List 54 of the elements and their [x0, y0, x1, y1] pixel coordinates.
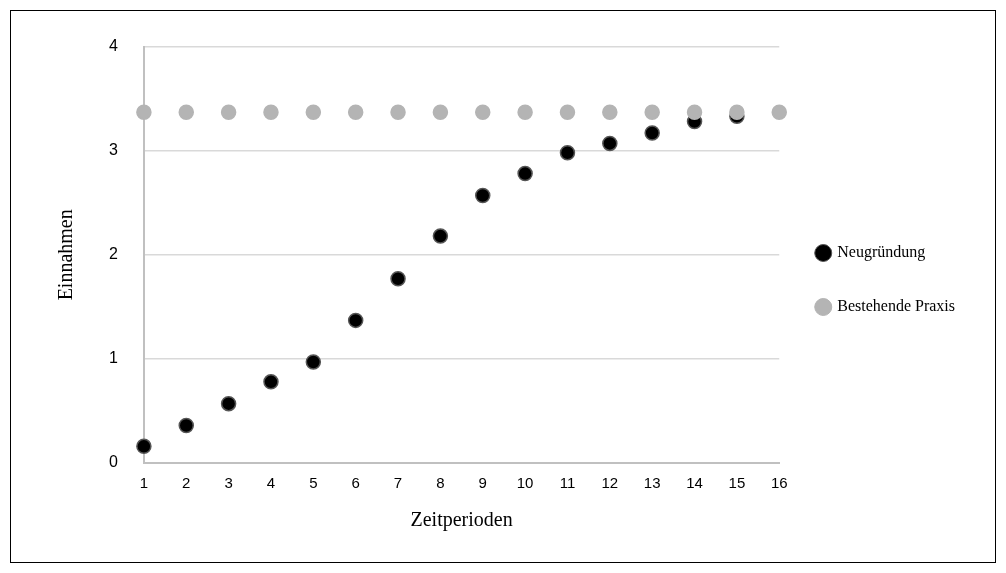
point — [263, 374, 279, 390]
point — [602, 104, 618, 120]
x-tick-label: 1 — [139, 474, 149, 492]
point — [305, 104, 322, 120]
x-tick-label: 13 — [643, 474, 661, 492]
x-tick-label: 4 — [266, 474, 276, 492]
legend-label: Bestehende Praxis — [837, 297, 955, 315]
x-tick-label: 10 — [516, 474, 534, 492]
point — [220, 104, 237, 120]
x-tick-label: 14 — [686, 474, 703, 492]
point — [178, 104, 195, 120]
point — [136, 438, 152, 455]
x-tick-label: 12 — [601, 474, 619, 492]
point — [347, 312, 364, 329]
point — [559, 104, 576, 120]
x-tick-label: 15 — [728, 474, 746, 492]
point — [136, 104, 152, 120]
y-axis-title: Einnahmen — [54, 209, 77, 301]
x-tick-label: 2 — [182, 474, 191, 492]
x-tick-label: 7 — [393, 474, 403, 492]
y-tick-label: 0 — [108, 453, 118, 471]
x-tick-label: 16 — [770, 474, 788, 492]
point — [644, 104, 660, 120]
point — [602, 135, 618, 152]
x-tick-label: 11 — [559, 474, 576, 492]
x-tick-label: 9 — [478, 474, 487, 492]
point — [644, 125, 660, 141]
x-tick-label: 6 — [351, 474, 360, 492]
point — [263, 104, 279, 120]
y-tick-label: 1 — [108, 349, 118, 367]
x-tick-label: 8 — [436, 474, 445, 492]
point — [432, 228, 449, 244]
y-tick-label: 2 — [108, 245, 118, 263]
point — [347, 104, 364, 120]
legend-label: Neugründung — [837, 243, 926, 262]
point — [517, 165, 533, 182]
point — [305, 354, 322, 370]
y-tick-label: 3 — [108, 141, 118, 159]
point — [220, 395, 237, 412]
point — [178, 417, 195, 434]
point — [475, 104, 491, 120]
point — [432, 104, 449, 120]
x-axis-title: Zeitperioden — [410, 508, 513, 532]
y-tick-label: 4 — [108, 37, 118, 55]
point — [559, 145, 576, 161]
point — [517, 104, 533, 120]
x-tick-label: 3 — [224, 474, 233, 492]
point — [686, 104, 703, 120]
point — [475, 187, 491, 204]
point — [771, 104, 787, 120]
point — [729, 104, 745, 120]
point — [390, 270, 406, 287]
x-tick-label: 5 — [309, 474, 318, 492]
point — [390, 104, 406, 120]
